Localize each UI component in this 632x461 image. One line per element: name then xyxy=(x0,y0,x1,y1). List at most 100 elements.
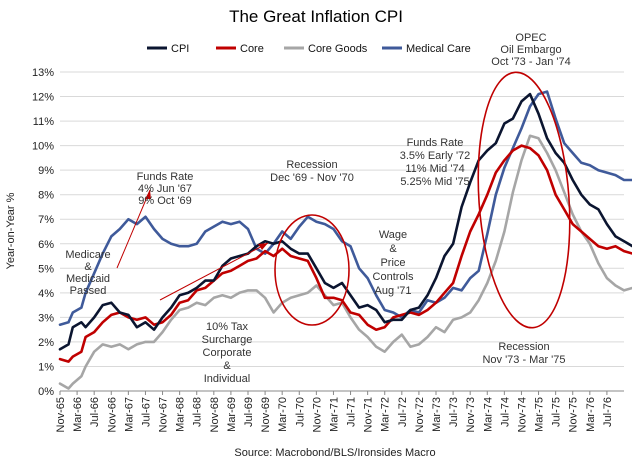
x-tick-label: Mar-76 xyxy=(585,397,597,432)
annotation-line: Medicaid xyxy=(66,273,110,285)
y-tick-label: 11% xyxy=(33,116,54,128)
annotation-text: Funds Rate 3.5% Early '72 11% Mid '74 5.25%… xyxy=(400,137,471,188)
x-tick-label: Mar-75 xyxy=(534,397,546,432)
x-tick-label: Mar-68 xyxy=(175,397,187,432)
x-tick-label: Nov-67 xyxy=(158,397,170,432)
x-tick-label: Jul-68 xyxy=(192,397,204,427)
x-tick-label: Jul-72 xyxy=(397,397,409,427)
annotation-text: Funds Rate 4% Jun '67 9% Oct '69 xyxy=(137,171,194,207)
y-tick-label: 12% xyxy=(32,92,54,104)
series-line-medical-care xyxy=(58,90,632,326)
x-tick-label: Jul-70 xyxy=(294,397,306,427)
x-tick-label: Nov-73 xyxy=(465,397,477,432)
annotation-line: Medicare xyxy=(65,249,110,261)
annotation-line: Recession xyxy=(286,159,337,171)
y-tick-label: 1% xyxy=(38,361,54,373)
annotation-line: OPEC xyxy=(515,32,546,44)
annotation-text: Recession Nov '73 - Mar '75 xyxy=(482,341,565,366)
chart-title: The Great Inflation CPI xyxy=(229,7,403,26)
x-tick-label: Mar-69 xyxy=(226,397,238,432)
annotation-line: Recession xyxy=(498,341,549,353)
annotation-line: 10% Tax xyxy=(206,321,248,333)
annotation-line: 11% Mid '74 xyxy=(405,163,464,175)
x-tick-label: Nov-74 xyxy=(516,397,528,432)
y-tick-label: 4% xyxy=(38,288,54,300)
tax-surcharge-arrowhead xyxy=(258,243,268,250)
x-tick-label: Mar-67 xyxy=(123,397,135,432)
annotation-line: Surcharge xyxy=(202,334,253,346)
x-tick-label: Mar-73 xyxy=(431,397,443,432)
y-tick-label: 13% xyxy=(32,67,54,79)
x-tick-label: Jul-66 xyxy=(89,397,101,427)
legend-label: Medical Care xyxy=(406,43,471,55)
y-tick-label: 9% xyxy=(38,165,54,177)
annotation-line: Passed xyxy=(70,285,107,297)
x-tick-label: Nov-66 xyxy=(106,397,118,432)
x-axis-ticks: Nov-65 Mar-66 Jul-66 Nov-66 Mar-67 Jul-67 Nov-… xyxy=(55,391,614,432)
annotation-line: Aug '71 xyxy=(375,285,412,297)
legend-label: Core xyxy=(240,43,264,55)
y-axis-ticks: 0% 1% 2% 3% 4% 5% 6% 7% 8% 9% 10% 11% 12% 13% xyxy=(32,67,54,398)
x-tick-label: Mar-70 xyxy=(277,397,289,432)
x-tick-label: Nov-65 xyxy=(55,397,67,432)
annotation-line: Nov '73 - Mar '75 xyxy=(482,354,565,366)
annotation-markup xyxy=(116,71,571,329)
x-tick-label: Jul-74 xyxy=(499,397,511,427)
funds-rate-arrowhead xyxy=(145,190,151,199)
x-tick-label: Jul-73 xyxy=(448,397,460,427)
annotation-line: Funds Rate xyxy=(137,171,194,183)
annotation-text: Wage & Price Controls Aug '71 xyxy=(373,229,414,297)
y-tick-label: 0% xyxy=(38,386,54,398)
annotation-line: & xyxy=(223,360,231,372)
legend: CPI Core Core Goods Medical Care xyxy=(147,43,471,55)
x-tick-label: Jul-69 xyxy=(243,397,255,427)
x-tick-label: Jul-76 xyxy=(602,397,614,427)
x-tick-label: Nov-72 xyxy=(414,397,426,432)
recession-1969-ellipse xyxy=(274,214,350,326)
x-tick-label: Nov-69 xyxy=(260,397,272,432)
y-tick-label: 5% xyxy=(38,263,54,275)
annotation-line: & xyxy=(84,261,92,273)
y-tick-label: 3% xyxy=(38,312,54,324)
y-tick-label: 6% xyxy=(38,239,54,251)
x-tick-label: Jul-71 xyxy=(346,397,358,427)
legend-label: Core Goods xyxy=(308,43,368,55)
annotation-line: Funds Rate xyxy=(407,137,464,149)
gridlines xyxy=(60,71,624,392)
annotation-text: Recession Dec '69 - Nov '70 xyxy=(270,159,354,184)
tax-surcharge-arrow xyxy=(159,242,269,301)
x-tick-label: Nov-70 xyxy=(311,397,323,432)
annotation-line: Corporate xyxy=(203,347,252,359)
annotation-line: Individual xyxy=(204,373,250,385)
x-tick-label: Mar-66 xyxy=(72,397,84,432)
y-tick-label: 10% xyxy=(32,141,54,153)
x-tick-label: Jul-75 xyxy=(551,397,563,427)
opec-recession-ellipse xyxy=(477,71,571,329)
series-lines xyxy=(58,90,632,390)
x-tick-label: Jul-67 xyxy=(140,397,152,427)
series-line-cpi xyxy=(58,92,632,351)
annotation-line: Dec '69 - Nov '70 xyxy=(270,172,354,184)
annotation-line: 9% Oct '69 xyxy=(138,195,191,207)
x-tick-label: Nov-68 xyxy=(209,397,221,432)
y-tick-label: 7% xyxy=(38,214,54,226)
annotation-line: Wage xyxy=(379,229,407,241)
annotation-line: 4% Jun '67 xyxy=(138,183,192,195)
x-tick-label: Mar-74 xyxy=(482,397,494,432)
annotation-line: Controls xyxy=(373,271,414,283)
series-line-core-goods xyxy=(58,134,632,390)
annotation-line: 3.5% Early '72 xyxy=(400,150,471,162)
annotation-line: Oct '73 - Jan '74 xyxy=(491,56,570,68)
x-tick-label: Mar-71 xyxy=(328,397,340,432)
annotation-line: Oil Embargo xyxy=(500,44,561,56)
x-tick-label: Mar-72 xyxy=(380,397,392,432)
y-axis-label: Year-on-Year % xyxy=(5,192,17,269)
y-tick-label: 2% xyxy=(38,337,54,349)
annotation-line: 5.25% Mid '75 xyxy=(400,176,469,188)
y-tick-label: 8% xyxy=(38,190,54,202)
source-note: Source: Macrobond/BLS/Ironsides Macro xyxy=(234,447,435,459)
annotation-line: Price xyxy=(380,257,405,269)
annotation-text: Medicare & Medicaid Passed xyxy=(65,249,110,297)
funds-rate-arrow xyxy=(116,189,151,269)
